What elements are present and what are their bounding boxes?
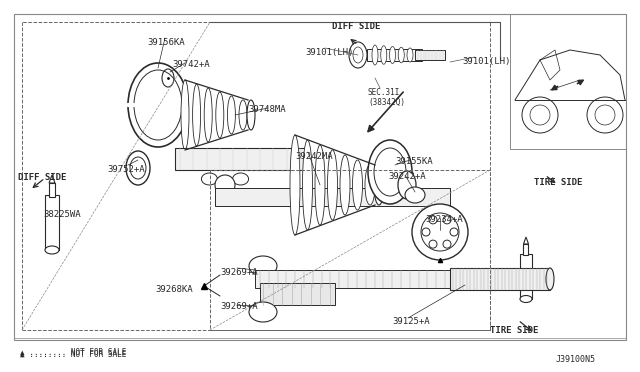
Text: 39269+A: 39269+A	[220, 268, 258, 277]
Ellipse shape	[204, 88, 212, 142]
Ellipse shape	[546, 268, 554, 290]
Bar	[367, 49, 422, 61]
Text: 39101(LH): 39101(LH)	[462, 57, 510, 66]
Ellipse shape	[328, 150, 337, 220]
Ellipse shape	[398, 171, 416, 199]
Ellipse shape	[249, 302, 277, 322]
Ellipse shape	[353, 160, 362, 210]
Text: DIFF SIDE: DIFF SIDE	[18, 173, 67, 182]
Ellipse shape	[390, 46, 396, 64]
Bar	[524, 244, 529, 255]
Ellipse shape	[193, 84, 200, 146]
Bar	[45, 195, 59, 250]
Text: 39125+A: 39125+A	[392, 317, 429, 326]
Text: SEC.31I
(38342Q): SEC.31I (38342Q)	[368, 88, 405, 108]
Ellipse shape	[128, 63, 188, 147]
Ellipse shape	[368, 140, 412, 204]
Ellipse shape	[372, 45, 378, 65]
Bar	[415, 50, 445, 60]
Text: 39752+A: 39752+A	[107, 165, 145, 174]
Circle shape	[422, 228, 430, 236]
Circle shape	[450, 228, 458, 236]
Bar	[450, 268, 550, 290]
Ellipse shape	[232, 173, 248, 185]
Text: 39101(LH): 39101(LH)	[305, 48, 353, 57]
Polygon shape	[49, 175, 55, 183]
Ellipse shape	[126, 151, 150, 185]
Polygon shape	[524, 237, 529, 244]
Text: 39155KA: 39155KA	[395, 157, 433, 166]
Circle shape	[443, 216, 451, 224]
Text: ▲ ........ NOT FOR SALE: ▲ ........ NOT FOR SALE	[20, 350, 126, 359]
Ellipse shape	[202, 173, 218, 185]
Ellipse shape	[315, 145, 325, 225]
Bar	[14, 14, 626, 340]
Bar	[215, 188, 450, 206]
Bar	[49, 183, 55, 197]
Circle shape	[443, 240, 451, 248]
Text: 38225WA: 38225WA	[43, 210, 81, 219]
Text: 39234+A: 39234+A	[425, 215, 463, 224]
Circle shape	[429, 216, 437, 224]
Text: J39100N5: J39100N5	[556, 355, 596, 364]
Bar	[260, 283, 335, 305]
Text: DIFF SIDE: DIFF SIDE	[332, 22, 380, 31]
Ellipse shape	[407, 48, 413, 62]
Circle shape	[429, 240, 437, 248]
Ellipse shape	[374, 165, 384, 205]
Text: 39156KA: 39156KA	[147, 38, 184, 47]
Ellipse shape	[227, 96, 236, 134]
Text: ▲ ........ NOT FOR SALE: ▲ ........ NOT FOR SALE	[20, 348, 126, 357]
Text: TIRE SIDE: TIRE SIDE	[490, 326, 538, 335]
Circle shape	[412, 204, 468, 260]
Bar	[255, 270, 450, 288]
Text: 39269+A: 39269+A	[220, 302, 258, 311]
Ellipse shape	[239, 100, 247, 130]
Ellipse shape	[381, 46, 387, 64]
Bar	[175, 148, 305, 170]
Ellipse shape	[247, 100, 255, 130]
Ellipse shape	[216, 92, 224, 138]
Ellipse shape	[217, 191, 233, 203]
Ellipse shape	[303, 140, 312, 230]
Bar	[520, 254, 532, 299]
Text: 39268KA: 39268KA	[155, 285, 193, 294]
Ellipse shape	[365, 165, 375, 205]
Ellipse shape	[290, 135, 300, 235]
Ellipse shape	[340, 155, 350, 215]
Ellipse shape	[398, 47, 404, 63]
Text: TIRE SIDE: TIRE SIDE	[534, 178, 582, 187]
Ellipse shape	[181, 80, 189, 150]
Text: 39242+A: 39242+A	[388, 172, 426, 181]
Ellipse shape	[45, 246, 59, 254]
Text: 39748MA: 39748MA	[248, 105, 285, 114]
Text: 39742+A: 39742+A	[172, 60, 210, 69]
Ellipse shape	[520, 295, 532, 302]
Ellipse shape	[349, 42, 367, 68]
Text: 39242MA: 39242MA	[295, 152, 333, 161]
Bar	[510, 14, 626, 149]
Ellipse shape	[405, 187, 425, 203]
Circle shape	[215, 175, 235, 195]
Ellipse shape	[249, 256, 277, 276]
